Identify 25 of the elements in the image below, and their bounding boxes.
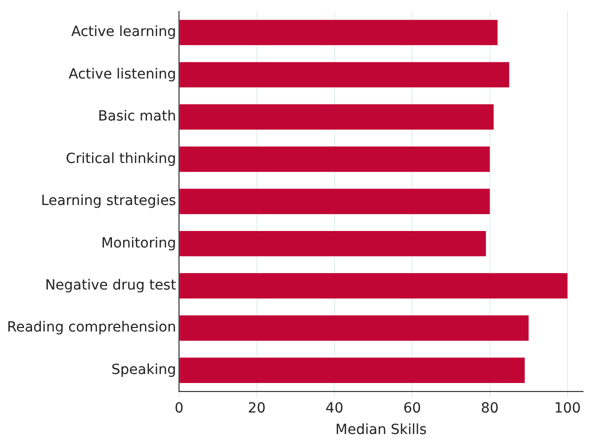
- bar: [180, 358, 525, 383]
- bar: [180, 146, 490, 172]
- bar: [180, 104, 494, 130]
- y-tick-label: Active listening: [68, 66, 176, 82]
- y-tick-label: Negative drug test: [45, 277, 177, 294]
- bar: [180, 273, 568, 299]
- bar: [180, 62, 510, 88]
- x-axis-title: Median Skills: [335, 422, 427, 438]
- x-tick-label: 60: [403, 400, 422, 416]
- x-tick-label: 100: [554, 400, 581, 416]
- y-tick-label: Learning strategies: [40, 193, 176, 210]
- bar: [180, 230, 486, 256]
- y-tick-label: Monitoring: [101, 235, 176, 252]
- bar: [180, 188, 490, 214]
- y-tick-label: Speaking: [111, 362, 176, 378]
- y-tick-label: Reading comprehension: [7, 320, 176, 336]
- bar: [180, 20, 498, 46]
- x-tick-label: 20: [248, 400, 266, 416]
- y-tick-label: Basic math: [98, 108, 176, 125]
- x-tick-label: 40: [326, 400, 344, 416]
- y-tick-label: Critical thinking: [66, 150, 176, 167]
- x-tick-label: 80: [480, 400, 499, 416]
- x-tick-label: 0: [174, 400, 184, 416]
- y-tick-label: Active learning: [71, 24, 176, 40]
- bar: [180, 315, 529, 341]
